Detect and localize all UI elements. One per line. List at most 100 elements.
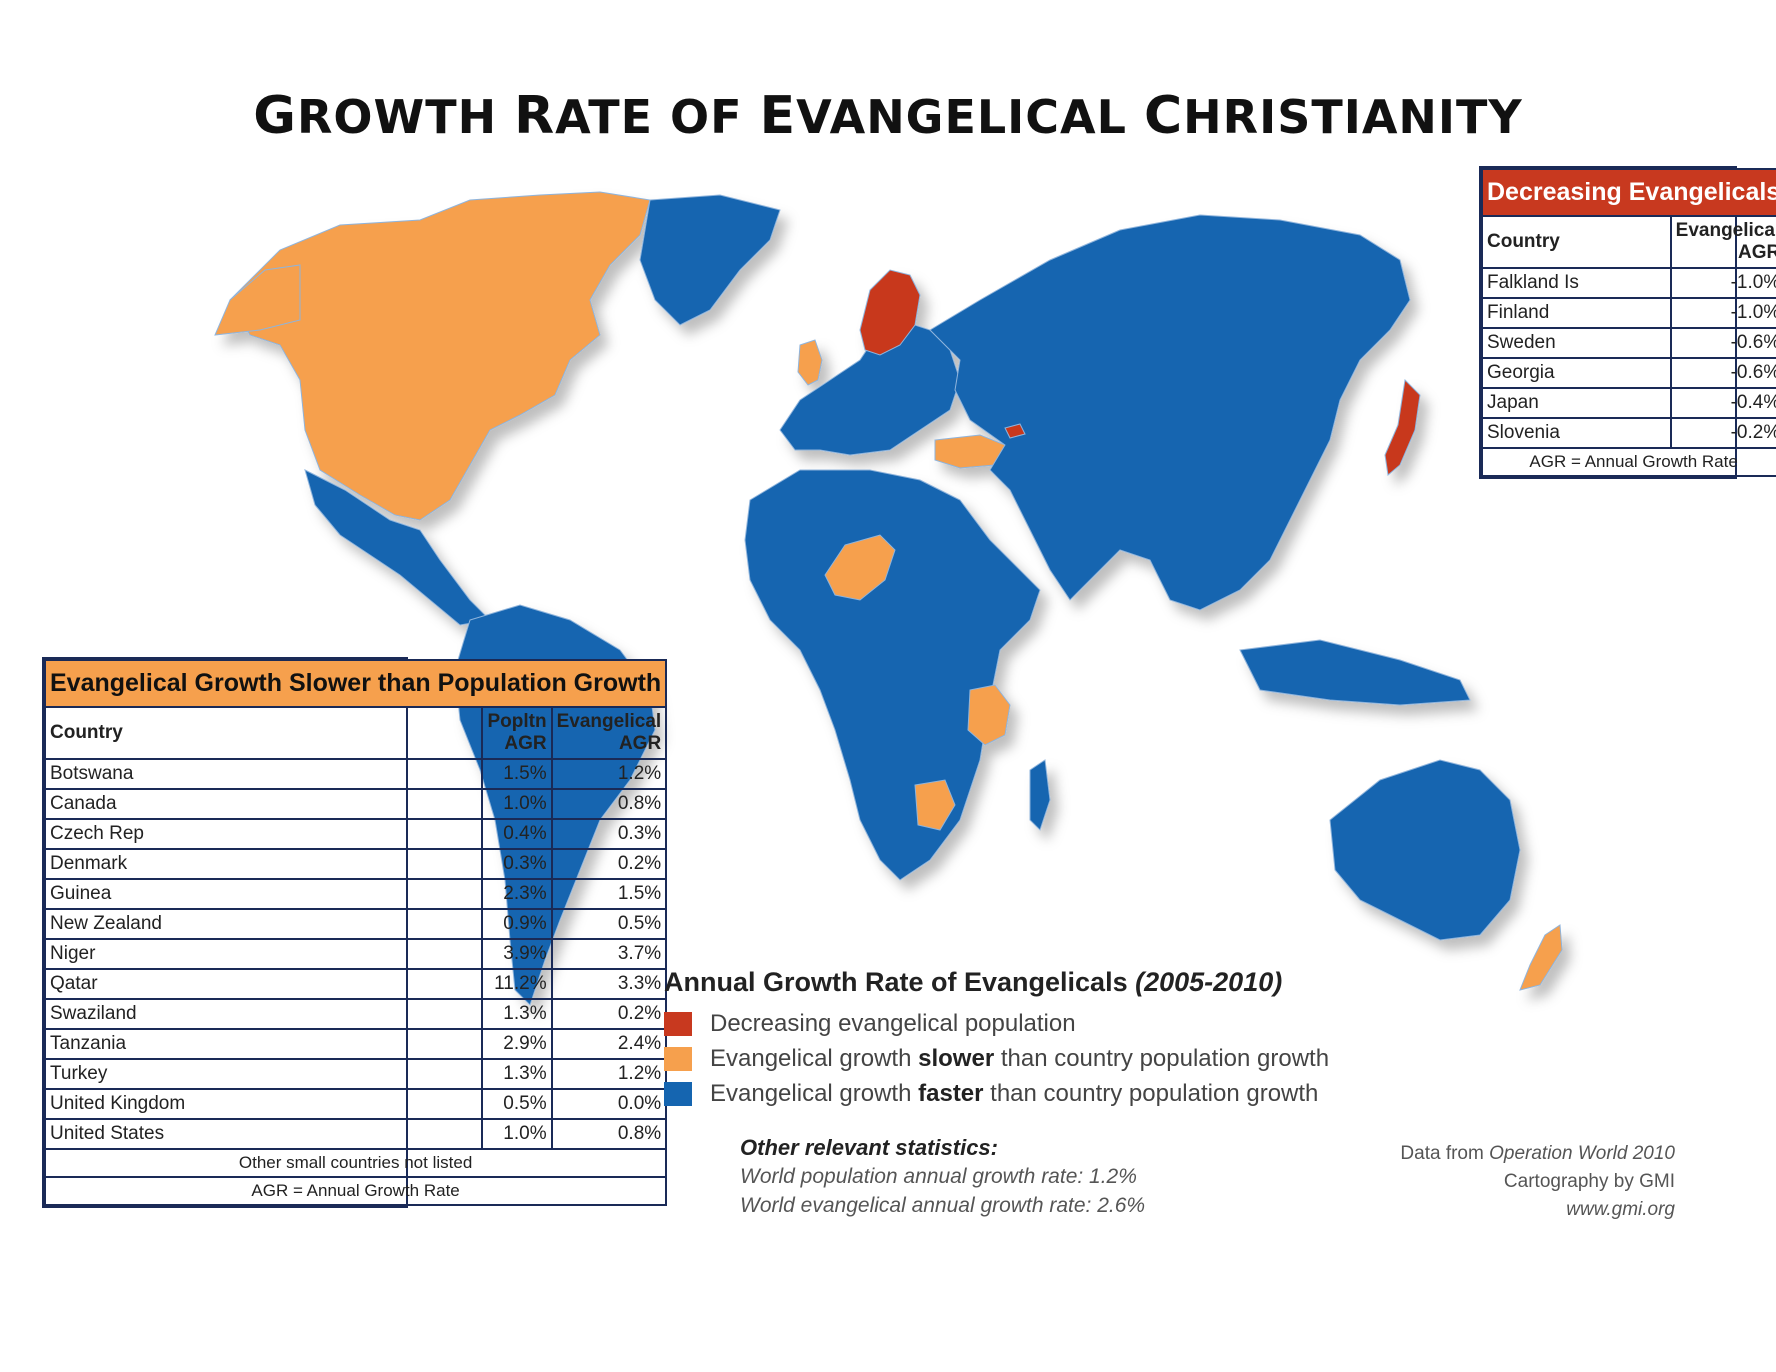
population-agr-cell: 0.5% bbox=[480, 1088, 553, 1120]
table-row: Guinea 2.3% 1.5% bbox=[44, 878, 668, 910]
population-agr-cell: 1.0% bbox=[480, 1118, 553, 1150]
population-agr-cell: 1.0% bbox=[480, 788, 553, 820]
country-cell: Qatar bbox=[44, 968, 483, 1000]
evangelical-agr-cell: 3.7% bbox=[550, 938, 668, 970]
table-row: United States 1.0% 0.8% bbox=[44, 1118, 668, 1150]
evangelical-agr-cell: 0.0% bbox=[550, 1088, 668, 1120]
table-heading: Decreasing Evangelicals bbox=[1480, 168, 1776, 217]
map-title: GROWTH RATE OF EVANGELICAL CHRISTIANITY bbox=[253, 86, 1523, 146]
evangelical-agr-cell: 3.3% bbox=[550, 968, 668, 1000]
evangelical-agr-cell: 1.5% bbox=[550, 878, 668, 910]
table-row: Niger 3.9% 3.7% bbox=[44, 938, 668, 970]
country-cell: Turkey bbox=[44, 1058, 483, 1090]
map-legend: Annual Growth Rate of Evangelicals (2005… bbox=[664, 967, 1329, 1111]
agr-cell: -0.2% bbox=[1669, 417, 1776, 449]
evangelical-agr-cell: 1.2% bbox=[550, 758, 668, 790]
indonesia-shape bbox=[1239, 639, 1471, 706]
europe-shape bbox=[779, 319, 961, 456]
country-cell: Japan bbox=[1481, 387, 1672, 419]
legend-item-decreasing: Decreasing evangelical population bbox=[664, 1006, 1329, 1041]
table-row: Georgia -0.6% bbox=[1481, 357, 1776, 389]
agr-cell: -0.6% bbox=[1669, 357, 1776, 389]
uk-shape bbox=[797, 339, 823, 386]
evangelical-agr-cell: 0.2% bbox=[550, 998, 668, 1030]
greenland-shape bbox=[639, 194, 781, 326]
country-cell: Swaziland bbox=[44, 998, 483, 1030]
population-agr-cell: 3.9% bbox=[480, 938, 553, 970]
table-row: Turkey 1.3% 1.2% bbox=[44, 1058, 668, 1090]
statistics-heading: Other relevant statistics: bbox=[740, 1135, 998, 1160]
table-row: Swaziland 1.3% 0.2% bbox=[44, 998, 668, 1030]
table-row: Japan -0.4% bbox=[1481, 387, 1776, 419]
evangelical-agr-cell: 0.2% bbox=[550, 848, 668, 880]
population-agr-cell: 0.4% bbox=[480, 818, 553, 850]
population-agr-cell: 0.3% bbox=[480, 848, 553, 880]
country-cell: Guinea bbox=[44, 878, 483, 910]
evangelical-agr-cell: 2.4% bbox=[550, 1028, 668, 1060]
cartography-credit: Cartography by GMI bbox=[1503, 1171, 1675, 1192]
agr-cell: -1.0% bbox=[1669, 267, 1776, 299]
country-cell: Denmark bbox=[44, 848, 483, 880]
column-header-population-agr: Popltn AGR bbox=[480, 706, 553, 760]
table-row: Finland -1.0% bbox=[1481, 297, 1776, 329]
column-header-evangelical-agr: Evangelical AGR bbox=[550, 706, 668, 760]
tanzania-shape bbox=[967, 684, 1011, 746]
column-header-country: Country bbox=[1481, 215, 1672, 269]
country-cell: Finland bbox=[1481, 297, 1672, 329]
evangelical-agr-cell: 0.8% bbox=[550, 1118, 668, 1150]
legend-swatch bbox=[664, 1046, 692, 1071]
table-row: Tanzania 2.9% 2.4% bbox=[44, 1028, 668, 1060]
table-row: Botswana 1.5% 1.2% bbox=[44, 758, 668, 790]
population-agr-cell: 11.2% bbox=[480, 968, 553, 1000]
table-footer: AGR = Annual Growth Rate bbox=[1480, 447, 1776, 477]
population-agr-cell: 1.3% bbox=[480, 1058, 553, 1090]
population-agr-cell: 1.3% bbox=[480, 998, 553, 1030]
table-row: Falkland Is -1.0% bbox=[1481, 267, 1776, 299]
asia-shape bbox=[929, 214, 1411, 611]
table-row: Czech Rep 0.4% 0.3% bbox=[44, 818, 668, 850]
alaska-shape bbox=[214, 264, 301, 336]
population-agr-cell: 0.9% bbox=[480, 908, 553, 940]
evangelical-agr-cell: 0.5% bbox=[550, 908, 668, 940]
africa-shape bbox=[744, 469, 1041, 881]
new-zealand-shape bbox=[1519, 924, 1563, 991]
table-row: Slovenia -0.2% bbox=[1481, 417, 1776, 449]
table-row: United Kingdom 0.5% 0.0% bbox=[44, 1088, 668, 1120]
country-cell: Botswana bbox=[44, 758, 483, 790]
country-cell: Falkland Is bbox=[1481, 267, 1672, 299]
country-cell: United States bbox=[44, 1118, 483, 1150]
slower-growth-table: Evangelical Growth Slower than Populatio… bbox=[42, 657, 668, 1208]
data-source: Data from Operation World 2010 bbox=[1400, 1143, 1675, 1164]
legend-swatch bbox=[664, 1081, 692, 1106]
table-row: New Zealand 0.9% 0.5% bbox=[44, 908, 668, 940]
country-cell: New Zealand bbox=[44, 908, 483, 940]
country-cell: Georgia bbox=[1481, 357, 1672, 389]
country-cell: Czech Rep bbox=[44, 818, 483, 850]
column-header-agr: Evangelical AGR bbox=[1669, 215, 1776, 269]
decreasing-evangelicals-table: Decreasing Evangelicals Country Evangeli… bbox=[1479, 166, 1776, 479]
agr-cell: -0.6% bbox=[1669, 327, 1776, 359]
table-row: Denmark 0.3% 0.2% bbox=[44, 848, 668, 880]
credits: Data from Operation World 2010 Cartograp… bbox=[1400, 1140, 1675, 1224]
column-header-country: Country bbox=[44, 706, 483, 760]
population-agr-cell: 2.9% bbox=[480, 1028, 553, 1060]
country-cell: Niger bbox=[44, 938, 483, 970]
japan-shape bbox=[1384, 378, 1421, 476]
population-agr-cell: 1.5% bbox=[480, 758, 553, 790]
evangelical-agr-cell: 1.2% bbox=[550, 1058, 668, 1090]
country-cell: Sweden bbox=[1481, 327, 1672, 359]
statistic-evangelical: World evangelical annual growth rate: 2.… bbox=[740, 1194, 1146, 1217]
australia-shape bbox=[1329, 759, 1521, 941]
country-cell: Slovenia bbox=[1481, 417, 1672, 449]
relevant-statistics: Other relevant statistics: World populat… bbox=[740, 1133, 1145, 1220]
north-america-shape bbox=[229, 191, 651, 521]
country-cell: United Kingdom bbox=[44, 1088, 483, 1120]
table-heading: Evangelical Growth Slower than Populatio… bbox=[43, 659, 668, 708]
legend-swatch bbox=[664, 1011, 692, 1036]
country-cell: Canada bbox=[44, 788, 483, 820]
table-footer: AGR = Annual Growth Rate bbox=[43, 1176, 668, 1206]
statistic-population: World population annual growth rate: 1.2… bbox=[740, 1165, 1137, 1188]
evangelical-agr-cell: 0.8% bbox=[550, 788, 668, 820]
website-link[interactable]: www.gmi.org bbox=[1566, 1199, 1675, 1220]
table-row: Sweden -0.6% bbox=[1481, 327, 1776, 359]
